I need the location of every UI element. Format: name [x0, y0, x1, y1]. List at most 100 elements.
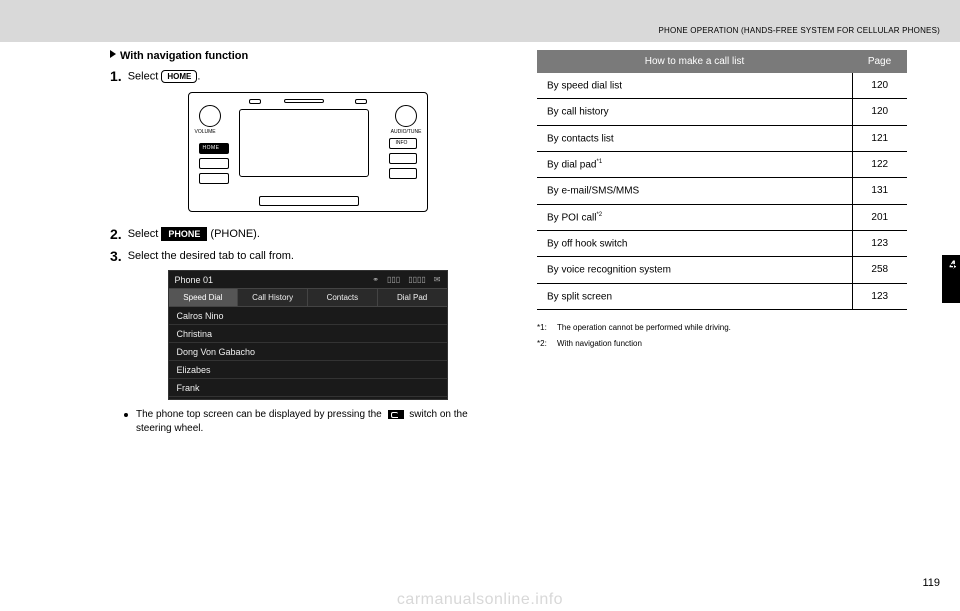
phone-screenshot: Phone 01 ⚭ ▯▯▯ ▯▯▯▯ ✉ Speed Dial Call Hi… — [168, 270, 448, 400]
tab-contacts: Contacts — [308, 289, 378, 306]
table-row: By POI call*2 201 — [537, 204, 907, 230]
phone-screenshot-wrap: Phone 01 ⚭ ▯▯▯ ▯▯▯▯ ✉ Speed Dial Call Hi… — [110, 270, 505, 400]
step1-post: . — [197, 70, 200, 82]
list-item: Dong Von Gabacho — [169, 343, 447, 361]
hu-bottom-strip — [259, 196, 359, 206]
footnote-1: *1: The operation cannot be performed wh… — [537, 322, 907, 335]
hu-info-button — [389, 138, 417, 149]
shot-title: Phone 01 — [175, 275, 214, 285]
chapter-label: PHONE — [949, 263, 959, 298]
page-number: 119 — [922, 577, 940, 589]
th-how-to-call: How to make a call list — [537, 50, 852, 73]
headunit-diagram: VOLUME AUDIO/TUNE — [188, 92, 428, 212]
step-1: 1. Select HOME. — [110, 68, 505, 84]
home-button-icon: HOME — [161, 70, 197, 83]
headunit-diagram-wrap: VOLUME AUDIO/TUNE — [110, 92, 505, 212]
row-label: By voice recognition system — [547, 265, 671, 276]
content-columns: With navigation function 1. Select HOME.… — [110, 50, 910, 436]
step-1-text: Select HOME. — [128, 70, 201, 83]
subhead: With navigation function — [110, 50, 505, 62]
row-page: 120 — [852, 99, 907, 125]
header-strip — [0, 0, 960, 42]
row-label: By off hook switch — [547, 238, 627, 249]
row-sup: *2 — [596, 212, 602, 218]
hu-eject-button — [249, 99, 261, 104]
signal-icon: ▯▯▯ — [387, 275, 400, 284]
step-2: 2. Select PHONE (PHONE). — [110, 226, 505, 242]
row-label: By call history — [547, 107, 609, 118]
step2-post: (PHONE). — [207, 228, 260, 240]
row-page: 123 — [852, 230, 907, 256]
row-label: By e-mail/SMS/MMS — [547, 186, 639, 197]
call-list-body: By speed dial list 120 By call history 120… — [537, 73, 907, 309]
hu-top-right-button — [355, 99, 367, 104]
hu-left-button-2 — [199, 158, 229, 169]
subhead-text: With navigation function — [120, 50, 248, 62]
step1-pre: Select — [128, 70, 162, 82]
hu-disc-slot — [284, 99, 324, 103]
header-section-title: PHONE OPERATION (HANDS-FREE SYSTEM FOR C… — [658, 26, 940, 35]
table-row: By contacts list121 — [537, 125, 907, 151]
call-list-table: How to make a call list Page By speed di… — [537, 50, 907, 310]
footnote-2-text: With navigation function — [557, 338, 642, 351]
table-row: By e-mail/SMS/MMS 131 — [537, 178, 907, 204]
step-2-text: Select PHONE (PHONE). — [128, 227, 260, 241]
row-label: By POI call — [547, 212, 596, 223]
hu-volume-label: VOLUME — [195, 129, 216, 135]
footnote-2: *2: With navigation function — [537, 338, 907, 351]
step-num-1: 1. — [110, 68, 122, 84]
bullet-pre: The phone top screen can be displayed by… — [136, 409, 385, 420]
list-item: Frank — [169, 379, 447, 397]
bullet-text: The phone top screen can be displayed by… — [136, 408, 501, 436]
triangle-icon — [110, 50, 116, 58]
hu-left-button-3 — [199, 173, 229, 184]
step-num-3: 3. — [110, 248, 122, 264]
row-page: 131 — [852, 178, 907, 204]
row-page: 120 — [852, 73, 907, 99]
row-label: By dial pad — [547, 159, 596, 170]
bullet-note: The phone top screen can be displayed by… — [124, 408, 501, 436]
table-row: By off hook switch 123 — [537, 230, 907, 256]
left-column: With navigation function 1. Select HOME.… — [110, 50, 505, 436]
th-page: Page — [852, 50, 907, 73]
tab-dial-pad: Dial Pad — [378, 289, 447, 306]
step-3: 3. Select the desired tab to call from. — [110, 248, 505, 264]
battery-icon: ▯▯▯▯ — [408, 275, 426, 284]
hu-tune-label: AUDIO/TUNE — [391, 129, 422, 135]
list-item: Elizabes — [169, 361, 447, 379]
phone-button-icon: PHONE — [161, 227, 207, 241]
row-label: By speed dial list — [547, 80, 622, 91]
bluetooth-icon: ⚭ — [372, 275, 379, 284]
offhook-switch-icon — [388, 410, 404, 419]
tab-call-history: Call History — [238, 289, 308, 306]
footnotes: *1: The operation cannot be performed wh… — [537, 322, 907, 351]
hu-screen — [239, 109, 369, 177]
hu-right-button-2 — [389, 153, 417, 164]
row-page: 201 — [852, 204, 907, 230]
step2-pre: Select — [128, 228, 162, 240]
table-row: By speed dial list 120 — [537, 73, 907, 99]
step-3-text: Select the desired tab to call from. — [128, 250, 294, 262]
bullet-icon — [124, 413, 128, 417]
watermark: carmanualsonline.info — [0, 591, 960, 609]
list-item: Christina — [169, 325, 447, 343]
table-row: By split screen 123 — [537, 283, 907, 309]
row-sup: *1 — [596, 159, 602, 165]
shot-title-bar: Phone 01 ⚭ ▯▯▯ ▯▯▯▯ ✉ — [169, 271, 447, 289]
row-page: 121 — [852, 125, 907, 151]
row-label: By split screen — [547, 291, 612, 302]
hu-right-button-3 — [389, 168, 417, 179]
row-page: 258 — [852, 257, 907, 283]
hu-tune-knob — [395, 105, 417, 127]
mail-icon: ✉ — [434, 275, 441, 284]
row-page: 123 — [852, 283, 907, 309]
footnote-1-label: *1: — [537, 322, 553, 335]
hu-volume-knob — [199, 105, 221, 127]
table-row: By voice recognition system 258 — [537, 257, 907, 283]
right-column: How to make a call list Page By speed di… — [537, 50, 907, 436]
tab-speed-dial: Speed Dial — [169, 289, 239, 306]
footnote-1-text: The operation cannot be performed while … — [557, 322, 731, 335]
hu-home-button — [199, 143, 229, 154]
table-row: By dial pad*1122 — [537, 151, 907, 177]
step-num-2: 2. — [110, 226, 122, 242]
